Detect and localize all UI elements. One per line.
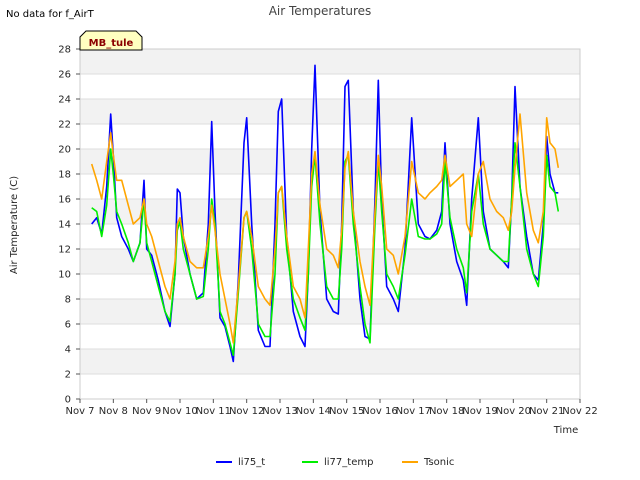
- legend-label-li77_temp: li77_temp: [324, 457, 373, 468]
- x-axis-label: Time: [553, 425, 578, 436]
- x-tick-label: Nov 11: [196, 406, 231, 417]
- x-tick-label: Nov 13: [262, 406, 297, 417]
- y-tick-label: 6: [65, 320, 71, 331]
- background-band: [80, 299, 580, 324]
- chart-title: Air Temperatures: [269, 4, 372, 18]
- x-tick-label: Nov 19: [462, 406, 497, 417]
- background-band: [80, 349, 580, 374]
- background-band: [80, 174, 580, 199]
- series-line-li75_t: [91, 64, 559, 363]
- background-band: [80, 49, 580, 74]
- y-tick-label: 16: [58, 195, 71, 206]
- x-tick-label: Nov 8: [99, 406, 128, 417]
- x-tick-label: Nov 7: [65, 406, 94, 417]
- background-band: [80, 149, 580, 174]
- y-tick-label: 20: [58, 145, 71, 156]
- series-line-Tsonic: [90, 113, 560, 344]
- site-label-background: [79, 30, 143, 51]
- y-axis-label: Air Temperature (C): [9, 176, 20, 274]
- site-label-box: MB_tule: [79, 30, 143, 51]
- y-tick-label: 28: [58, 45, 71, 56]
- x-tick-label: Nov 14: [296, 406, 331, 417]
- y-tick-label: 12: [58, 245, 71, 256]
- background-band: [80, 224, 580, 249]
- background-band: [80, 274, 580, 299]
- x-tick-label: Nov 20: [496, 406, 531, 417]
- x-tick-label: Nov 15: [329, 406, 364, 417]
- background-bands: [80, 49, 580, 399]
- legend-label-Tsonic: Tsonic: [423, 457, 454, 468]
- legend: li75_t li77_temp Tsonic: [216, 457, 454, 468]
- legend-label-li75_t: li75_t: [238, 457, 265, 468]
- x-tick-label: Nov 22: [562, 406, 597, 417]
- background-band: [80, 74, 580, 99]
- x-tick-label: Nov 16: [362, 406, 397, 417]
- y-tick-label: 8: [65, 295, 71, 306]
- site-label-text: MB_tule: [89, 38, 134, 49]
- y-tick-label: 26: [58, 70, 71, 81]
- background-band: [80, 374, 580, 399]
- no-data-note: No data for f_AirT: [6, 9, 95, 20]
- y-tick-label: 18: [58, 170, 71, 181]
- background-band: [80, 99, 580, 124]
- y-tick-label: 14: [58, 220, 71, 231]
- background-band: [80, 324, 580, 349]
- y-tick-label: 22: [58, 120, 71, 131]
- y-tick-label: 2: [65, 370, 71, 381]
- x-tick-label: Nov 21: [529, 406, 564, 417]
- y-tick-label: 10: [58, 270, 71, 281]
- y-tick-label: 0: [65, 395, 71, 406]
- x-tick-label: Nov 12: [229, 406, 264, 417]
- x-tick-label: Nov 18: [429, 406, 464, 417]
- y-tick-label: 4: [65, 345, 71, 356]
- x-tick-label: Nov 17: [396, 406, 431, 417]
- series-layer: [90, 64, 560, 363]
- background-band: [80, 124, 580, 149]
- x-tick-label: Nov 10: [162, 406, 197, 417]
- x-tick-label: Nov 9: [132, 406, 161, 417]
- y-tick-label: 24: [58, 95, 71, 106]
